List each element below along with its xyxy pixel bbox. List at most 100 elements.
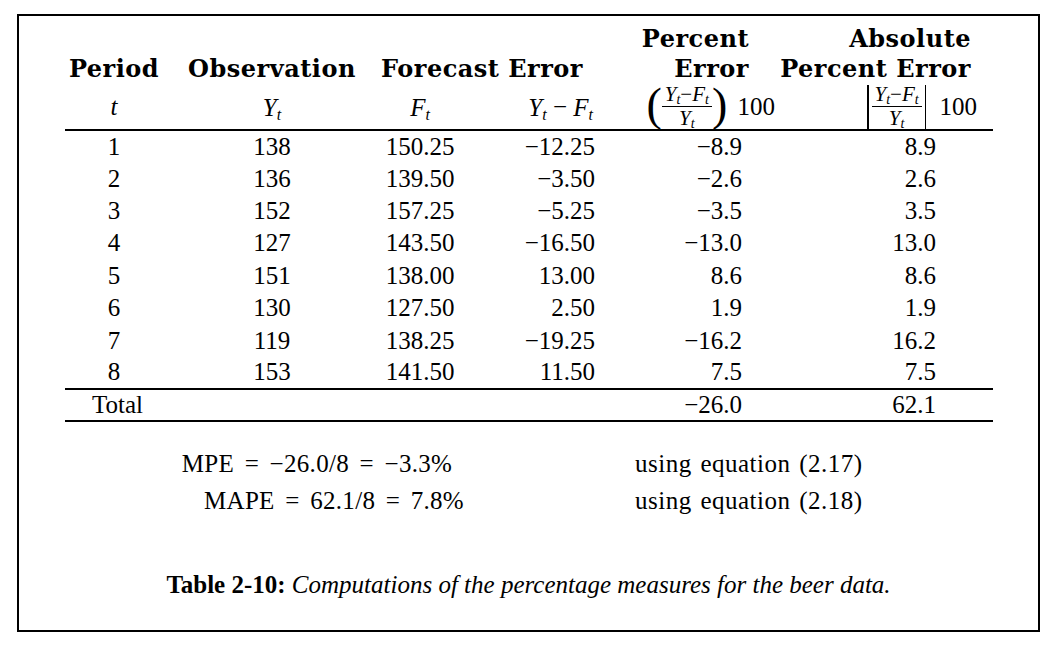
measures-table: PercentAbsolutePeriodObservationForecast… xyxy=(65,24,993,422)
figure-box: PercentAbsolutePeriodObservationForecast… xyxy=(17,14,1040,632)
table-cell: 5 xyxy=(65,260,163,292)
caption-text: Computations of the percentage measures … xyxy=(292,571,891,598)
column-header-observation xyxy=(163,24,381,53)
table-row: 5151138.0013.008.68.6 xyxy=(65,260,993,292)
table-cell: −3.5 xyxy=(595,195,777,227)
table-cell: 2.50 xyxy=(459,292,595,324)
table-cell: 7 xyxy=(65,324,163,356)
table-cell: 2 xyxy=(65,162,163,194)
table-cell: 3 xyxy=(65,195,163,227)
total-cell: 62.1 xyxy=(777,389,993,421)
table-cell: 119 xyxy=(163,324,381,356)
math-text: t xyxy=(111,94,118,121)
math-header-error: Yt − Ft xyxy=(459,84,595,130)
math-text: Yt xyxy=(665,82,681,106)
table-caption: Table 2-10: Computations of the percenta… xyxy=(19,571,1038,599)
math-text: − xyxy=(547,94,574,121)
math-text: Yt xyxy=(528,94,546,121)
math-text: − xyxy=(680,82,692,106)
table-cell: 1 xyxy=(65,130,163,162)
table-row: 2136139.50−3.50−2.62.6 xyxy=(65,162,993,194)
table-cell: −16.50 xyxy=(459,227,595,259)
column-header-error xyxy=(459,24,595,53)
mape-equation: MAPE = 62.1/8 = 7.8% xyxy=(204,487,464,515)
column-header-abs_percent_error: Absolute xyxy=(777,24,993,53)
table-cell: 151 xyxy=(163,260,381,292)
table-cell: 157.25 xyxy=(381,195,459,227)
math-header-percent_error: (Yt−FtYt) 100 xyxy=(595,84,777,130)
math-text: Yt xyxy=(263,94,281,121)
math-text: 100 xyxy=(731,93,775,120)
table-cell: 150.25 xyxy=(381,130,459,162)
math-text: Ft xyxy=(902,82,919,106)
table-cell: 139.50 xyxy=(381,162,459,194)
table-row: 3152157.25−5.25−3.53.5 xyxy=(65,195,993,227)
table-cell: −5.25 xyxy=(459,195,595,227)
table-cell: −16.2 xyxy=(595,324,777,356)
table-row: 8153141.5011.507.57.5 xyxy=(65,357,993,389)
table-cell: 13.00 xyxy=(459,260,595,292)
table-cell: 13.0 xyxy=(777,227,993,259)
table-cell: −12.25 xyxy=(459,130,595,162)
math-text: Yt xyxy=(875,82,891,106)
table-cell: 138 xyxy=(163,130,381,162)
mpe-equation-note: using equation (2.17) xyxy=(635,450,863,478)
table-cell: 4 xyxy=(65,227,163,259)
column-header-period xyxy=(65,24,163,53)
table-row: 7119138.25−19.25−16.216.2 xyxy=(65,324,993,356)
math-text: − xyxy=(890,82,902,106)
caption-label: Table 2-10 xyxy=(166,571,277,598)
column-header-forecast: Forecast xyxy=(381,53,459,84)
column-header-observation: Observation xyxy=(163,53,381,84)
math-text: Ft xyxy=(692,82,709,106)
total-cell: −26.0 xyxy=(595,389,777,421)
table-cell: 11.50 xyxy=(459,357,595,389)
table-row: 4127143.50−16.50−13.013.0 xyxy=(65,227,993,259)
table-cell: 138.25 xyxy=(381,324,459,356)
table-row: 6130127.502.501.91.9 xyxy=(65,292,993,324)
column-header-abs_percent_error: Percent Error xyxy=(777,53,993,84)
table-cell: 136 xyxy=(163,162,381,194)
total-cell xyxy=(381,389,459,421)
table-row: 1138150.25−12.25−8.98.9 xyxy=(65,130,993,162)
math-text: Ft xyxy=(410,94,430,121)
math-text: Ft xyxy=(573,94,593,121)
column-header-forecast xyxy=(381,24,459,53)
table-cell: 8.9 xyxy=(777,130,993,162)
table-cell: 141.50 xyxy=(381,357,459,389)
table-cell: −13.0 xyxy=(595,227,777,259)
table-cell: 127.50 xyxy=(381,292,459,324)
table-cell: 3.5 xyxy=(777,195,993,227)
table-cell: 1.9 xyxy=(777,292,993,324)
fraction: Yt−FtYt xyxy=(872,84,922,128)
table-cell: 153 xyxy=(163,357,381,389)
abs-bar-delimiter xyxy=(867,85,869,129)
math-header-abs_percent_error: Yt−FtYt 100 xyxy=(777,84,993,130)
table-cell: −8.9 xyxy=(595,130,777,162)
mape-equation-note: using equation (2.18) xyxy=(635,487,863,515)
table-cell: 8.6 xyxy=(595,260,777,292)
table-cell: 1.9 xyxy=(595,292,777,324)
paren-delimiter: ( xyxy=(646,82,661,128)
math-text: 100 xyxy=(933,93,977,120)
caption-separator: : xyxy=(277,571,292,598)
total-cell: Total xyxy=(65,389,163,421)
table-cell: −3.50 xyxy=(459,162,595,194)
table-cell: 138.00 xyxy=(381,260,459,292)
math-header-forecast: Ft xyxy=(381,84,459,130)
table-cell: 7.5 xyxy=(777,357,993,389)
table-cell: 143.50 xyxy=(381,227,459,259)
column-header-percent_error: Percent xyxy=(595,24,777,53)
total-cell xyxy=(459,389,595,421)
total-row: Total −26.062.1 xyxy=(65,389,993,421)
table-cell: 7.5 xyxy=(595,357,777,389)
table-cell: 8 xyxy=(65,357,163,389)
table-cell: 152 xyxy=(163,195,381,227)
math-header-period: t xyxy=(65,84,163,130)
table-cell: −2.6 xyxy=(595,162,777,194)
table-cell: 8.6 xyxy=(777,260,993,292)
abs-bar-delimiter xyxy=(925,85,927,129)
table-cell: 2.6 xyxy=(777,162,993,194)
table-cell: 16.2 xyxy=(777,324,993,356)
table-cell: −19.25 xyxy=(459,324,595,356)
